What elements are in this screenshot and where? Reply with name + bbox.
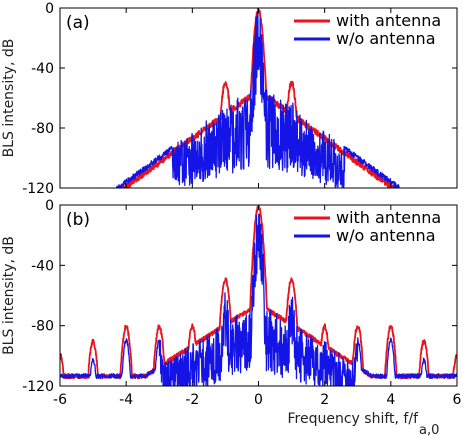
- y-tick-label: -120: [22, 181, 54, 197]
- legend-label: w/o antenna: [336, 226, 436, 245]
- y-tick-label: -80: [31, 121, 54, 137]
- y-tick-label: -40: [31, 258, 54, 274]
- x-tick-label: 4: [386, 392, 395, 408]
- panel-label: (b): [66, 210, 90, 230]
- x-axis-label: Frequency shift, f/f: [288, 411, 420, 427]
- x-tick-label: 6: [453, 392, 462, 408]
- x-axis-title: Frequency shift, f/fa,0: [288, 411, 440, 436]
- y-tick-label: -80: [31, 319, 54, 335]
- y-axis-label: BLS intensity, dB: [1, 236, 17, 355]
- y-axis-label: BLS intensity, dB: [1, 39, 17, 158]
- series-line-without-antenna: [60, 213, 457, 386]
- panel-b: 0 -40 -80 -120-6 -4 -2 0 2 4 6 BLS intensity, dB (b…: [1, 198, 462, 408]
- y-tick-label: -120: [22, 379, 54, 395]
- y-tick-label: 0: [45, 198, 54, 214]
- legend-label: with antenna: [336, 208, 441, 227]
- legend-label: w/o antenna: [336, 29, 436, 48]
- x-tick-label: 0: [254, 392, 263, 408]
- x-tick-label: 2: [320, 392, 329, 408]
- x-tick-label: -4: [119, 392, 133, 408]
- x-tick-label: -6: [53, 392, 67, 408]
- panel-label: (a): [66, 13, 90, 33]
- x-axis-label-subscript: a,0: [419, 423, 439, 436]
- y-tick-label: -40: [31, 61, 54, 77]
- panel-a: 0 -40 -80 -120 BLS intensity, dB (a) with ante…: [1, 1, 458, 197]
- legend-label: with antenna: [336, 11, 441, 30]
- y-tick-label: 0: [45, 1, 54, 17]
- x-tick-label: -2: [185, 392, 199, 408]
